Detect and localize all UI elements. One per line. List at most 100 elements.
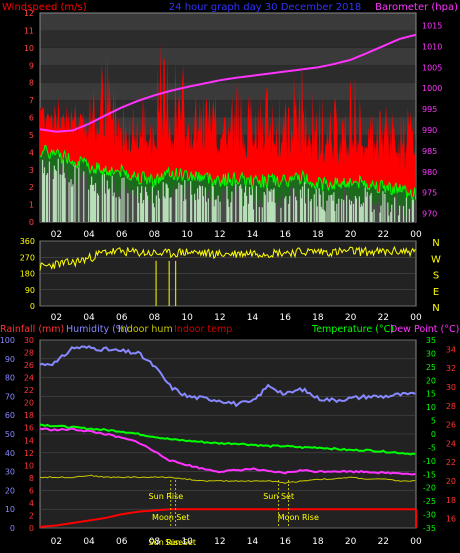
wind-lower-bar <box>214 199 216 222</box>
wind-lower-bar <box>318 188 320 222</box>
wind-lower-bar <box>194 200 197 222</box>
wind-lower-bar <box>91 185 94 222</box>
wind-lower-bar <box>83 171 85 222</box>
wind-lower-bar <box>247 203 250 222</box>
wind-lower-bar <box>316 206 318 222</box>
wind-lower-bar <box>88 189 90 222</box>
wind-lower-bar <box>157 190 159 222</box>
wind-lower-bar <box>163 196 165 222</box>
wind-lower-bar <box>113 192 115 222</box>
indoor-temp-tick: 32 <box>446 364 456 373</box>
wind-lower-bar <box>213 206 215 222</box>
header-dew-point: Dew Point (°C) <box>390 324 459 335</box>
wind-lower-bar <box>211 183 213 222</box>
wind-lower-bar <box>142 203 144 222</box>
wind-lower-bar <box>48 161 51 222</box>
wind-lower-bar <box>388 215 390 222</box>
direction-x-tick: 06 <box>116 313 128 323</box>
direction-x-tick: 00 <box>410 313 422 323</box>
humidity-tick: 80 <box>5 374 15 383</box>
wind-lower-bar <box>334 211 336 222</box>
wind-lower-bar <box>144 186 147 222</box>
wind-lower-bar <box>274 202 276 222</box>
direction-x-tick: 22 <box>378 313 389 323</box>
wind-lower-bar <box>323 210 325 222</box>
wind-lower-bar <box>61 174 63 222</box>
wind-x-tick: 14 <box>247 230 259 240</box>
barometer-right-tick: 980 <box>422 168 437 177</box>
wind-lower-bar <box>193 193 196 222</box>
wind-lower-bar <box>230 202 232 222</box>
wind-lower-bar <box>162 182 164 222</box>
wind-lower-bar <box>245 195 248 222</box>
humidity-tick: 20 <box>5 486 15 495</box>
barometer-right-tick: 1000 <box>422 84 442 93</box>
wind-x-tick: 22 <box>378 230 389 240</box>
barometer-right-tick: 1005 <box>422 63 442 72</box>
climate-x-tick: 04 <box>83 537 95 547</box>
humidity-tick: 50 <box>5 430 15 439</box>
wind-lower-bar <box>360 204 362 222</box>
wind-lower-bar <box>273 188 275 222</box>
wind-lower-bar <box>155 195 157 222</box>
wind-lower-bar <box>350 200 353 222</box>
wind-lower-bar <box>371 212 373 222</box>
rainfall-tick: 4 <box>29 499 34 508</box>
wind-lower-bar <box>394 197 396 222</box>
wind-lower-bar <box>326 200 328 222</box>
wind-lower-bar <box>142 200 145 222</box>
wind-lower-bar <box>315 189 317 222</box>
wind-left-tick: 10 <box>24 44 34 53</box>
wind-lower-bar <box>127 193 129 222</box>
wind-lower-bar <box>108 188 110 222</box>
wind-lower-bar <box>71 186 73 222</box>
wind-lower-bar <box>355 198 358 222</box>
annotation-sun-set: Sun Set <box>263 492 294 501</box>
wind-lower-bar <box>96 193 99 222</box>
compass-label: N <box>432 303 439 314</box>
climate-x-tick: 06 <box>116 537 128 547</box>
wind-lower-bar <box>245 186 247 222</box>
wind-lower-bar <box>197 199 200 222</box>
wind-lower-bar <box>228 206 230 222</box>
wind-lower-bar <box>121 178 123 222</box>
direction-x-tick: 08 <box>149 313 161 323</box>
wind-lower-bar <box>258 207 260 222</box>
wind-lower-bar <box>166 184 168 222</box>
wind-left-tick: 4 <box>29 148 34 157</box>
wind-lower-bar <box>231 191 233 222</box>
wind-lower-bar <box>379 212 381 222</box>
wind-lower-bar <box>301 186 304 222</box>
wind-lower-bar <box>252 209 255 222</box>
wind-lower-bar <box>123 177 125 222</box>
wind-lower-bar <box>219 201 221 222</box>
wind-lower-bar <box>145 191 148 222</box>
indoor-temp-tick: 16 <box>446 515 456 524</box>
header-indoor-hum: Indoor hum <box>118 324 173 335</box>
wind-lower-bar <box>309 201 311 222</box>
wind-lower-bar <box>300 198 303 222</box>
humidity-tick: 30 <box>5 468 15 477</box>
wind-lower-bar <box>235 183 237 222</box>
wind-lower-bar <box>268 190 270 222</box>
annotation-sun-set-axis: Sun Set <box>165 538 196 547</box>
wind-lower-bar <box>94 182 97 222</box>
rainfall-tick: 8 <box>29 474 34 483</box>
wind-x-tick: 04 <box>83 230 95 240</box>
wind-lower-bar <box>408 208 411 222</box>
wind-lower-bar <box>322 191 324 222</box>
barometer-header-right: Barometer (hpa) <box>375 2 458 13</box>
humidity-tick: 100 <box>0 336 15 345</box>
barometer-right-tick: 975 <box>422 189 437 198</box>
wind-lower-bar <box>243 205 245 222</box>
rainfall-tick: 16 <box>24 424 34 433</box>
wind-lower-bar <box>226 186 228 222</box>
direction-left-tick: 270 <box>20 253 35 262</box>
wind-lower-bar <box>181 185 183 222</box>
wind-lower-bar <box>190 181 192 222</box>
wind-lower-bar <box>373 209 375 222</box>
indoor-humidity-line <box>39 474 416 484</box>
direction-x-tick: 12 <box>214 313 225 323</box>
wind-lower-bar <box>215 199 217 222</box>
